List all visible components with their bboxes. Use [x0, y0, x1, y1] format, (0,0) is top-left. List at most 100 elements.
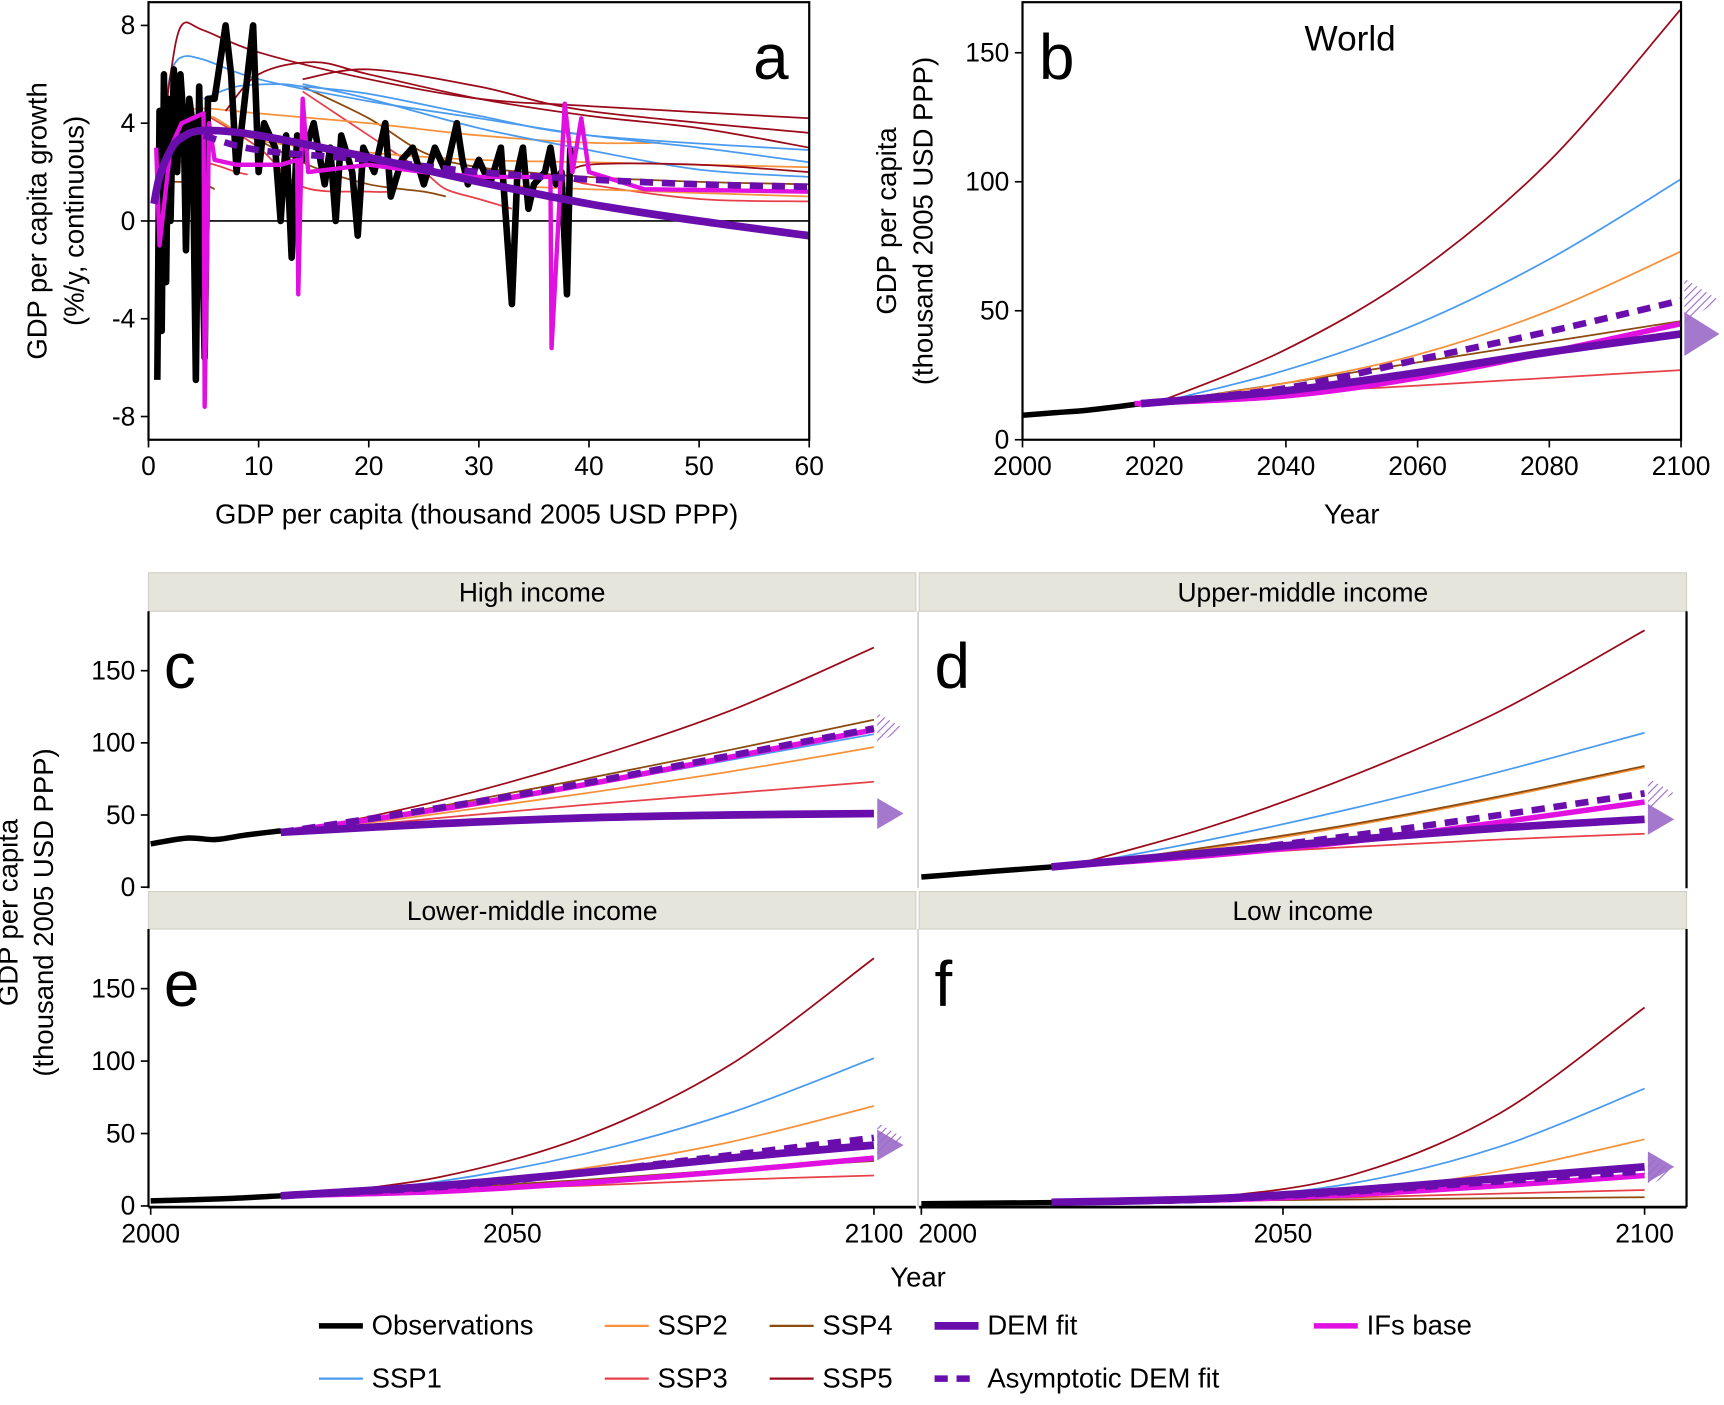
y-tick-label: -4 — [112, 304, 135, 334]
panel-letter: a — [753, 21, 789, 93]
lower-y-axis-title: GDP per capita — [0, 818, 24, 1006]
series-line-ssp1 — [1065, 1087, 1645, 1204]
panel-letter: f — [935, 948, 953, 1020]
panel-f: Low income 2000 2050 2100 f — [917, 891, 1688, 1248]
series-line-observations — [921, 864, 1052, 880]
plot-border — [1021, 1, 1683, 441]
legend-item: Asymptotic DEM fit — [934, 1362, 1220, 1393]
dem-distribution-marker — [1647, 803, 1675, 835]
x-tick-label: 60 — [795, 451, 824, 481]
legend-item: IFs base — [1313, 1310, 1472, 1341]
series-group — [150, 957, 875, 1204]
y-tick-label: 0 — [121, 872, 136, 902]
legend-item: SSP3 — [604, 1362, 728, 1393]
series-line-dem-fit — [280, 809, 874, 837]
panel-d: Upper-middle income d — [917, 572, 1688, 889]
series-line-ssp5 — [295, 646, 875, 834]
series-line-ssp2 — [1065, 766, 1645, 868]
legend-label: SSP2 — [658, 1310, 728, 1341]
x-tick-label: 2000 — [993, 451, 1052, 481]
x-tick-label: 0 — [141, 451, 156, 481]
series-line-ssp5 — [302, 68, 810, 134]
series-line-ifs-base — [154, 96, 810, 409]
y-tick-label: 100 — [91, 728, 135, 758]
panel-strip-title: Upper-middle income — [1178, 577, 1429, 607]
lower-x-axis-title: Year — [890, 1261, 946, 1292]
series-group — [921, 629, 1646, 880]
series-line-ifs-base — [280, 727, 875, 836]
series-group — [1022, 8, 1682, 418]
asymptotic-distribution-marker — [877, 713, 904, 744]
x-tick-label: 2050 — [483, 1218, 542, 1248]
legend-label: SSP3 — [658, 1362, 728, 1393]
x-tick-label: 10 — [244, 451, 273, 481]
y-axis-title: (thousand 2005 USD PPP) — [907, 57, 938, 385]
series-group — [921, 1006, 1646, 1207]
panel-strip-title: Lower-middle income — [407, 896, 658, 926]
series-group — [150, 21, 810, 409]
legend-item: SSP2 — [604, 1310, 728, 1341]
series-line-ssp5 — [1065, 629, 1646, 868]
dem-distribution-marker — [1684, 311, 1720, 356]
panel-letter: e — [164, 948, 199, 1020]
panel-strip — [147, 891, 917, 930]
x-axis-title: Year — [1324, 498, 1380, 529]
legend-label: IFs base — [1367, 1310, 1472, 1341]
series-line-dem-fit — [1140, 330, 1682, 408]
series-line-observations — [150, 828, 282, 847]
x-tick-label: 2000 — [918, 1218, 977, 1248]
series-line-ssp1 — [164, 55, 810, 164]
x-axis-title: GDP per capita (thousand 2005 USD PPP) — [215, 498, 738, 529]
y-tick-label: 4 — [121, 108, 136, 138]
x-tick-label: 2050 — [1254, 1218, 1313, 1248]
panel-strip-title: High income — [459, 577, 606, 607]
y-tick-label: 100 — [965, 167, 1009, 197]
panel-strip — [918, 891, 1688, 930]
panel-letter: b — [1039, 21, 1074, 93]
y-tick-label: 100 — [91, 1046, 135, 1076]
x-tick-label: 50 — [684, 451, 713, 481]
series-line-ssp3 — [566, 176, 810, 203]
legend-item: DEM fit — [934, 1310, 1078, 1341]
legend-label: SSP1 — [372, 1362, 442, 1393]
panel-title: World — [1305, 20, 1396, 59]
y-tick-label: 8 — [121, 10, 136, 40]
series-line-ssp1 — [1065, 731, 1645, 868]
x-tick-label: 20 — [354, 451, 383, 481]
series-line-ssp2 — [295, 746, 875, 834]
panel-strip — [918, 572, 1688, 612]
panel-strip-title: Low income — [1232, 896, 1373, 926]
legend: Observations SSP2 SSP4 DEM fit IFs base SSP1 S… — [318, 1310, 1472, 1393]
series-line-ssp5 — [224, 61, 810, 149]
panel-e: Lower-middle income 0 50 100 150 2000 2050 2100… — [91, 891, 917, 1248]
legend-label: SSP4 — [822, 1310, 892, 1341]
series-line-ifs-base — [280, 1155, 875, 1199]
series-line-asymptotic-dem-fit — [202, 132, 810, 191]
dem-distribution-marker — [877, 798, 904, 829]
y-tick-label: 50 — [106, 1118, 135, 1148]
series-line-observations — [150, 1193, 281, 1204]
series-group — [150, 646, 875, 847]
x-tick-label: 2100 — [1615, 1218, 1674, 1248]
panel-strip — [147, 572, 917, 612]
legend-item: SSP4 — [769, 1310, 893, 1341]
y-tick-label: 150 — [965, 38, 1009, 68]
series-line-observations — [1022, 400, 1142, 418]
y-tick-label: 150 — [91, 973, 135, 1003]
panel-c: High income 0 50 100 150 c — [91, 572, 917, 902]
series-line-ssp5 — [164, 21, 810, 124]
y-axis-title: GDP per capita — [871, 127, 902, 315]
legend-label: Asymptotic DEM fit — [987, 1362, 1219, 1393]
x-tick-label: 2060 — [1388, 451, 1447, 481]
dem-distribution-marker — [877, 1129, 904, 1161]
series-line-ssp5 — [295, 957, 875, 1197]
x-tick-label: 2100 — [1652, 451, 1711, 481]
legend-label: SSP5 — [822, 1362, 892, 1393]
series-line-asymptotic-dem-fit — [1140, 297, 1682, 407]
x-tick-label: 2040 — [1257, 451, 1316, 481]
legend-label: DEM fit — [987, 1310, 1077, 1341]
y-tick-label: 0 — [995, 425, 1010, 455]
x-tick-label: 30 — [464, 451, 493, 481]
